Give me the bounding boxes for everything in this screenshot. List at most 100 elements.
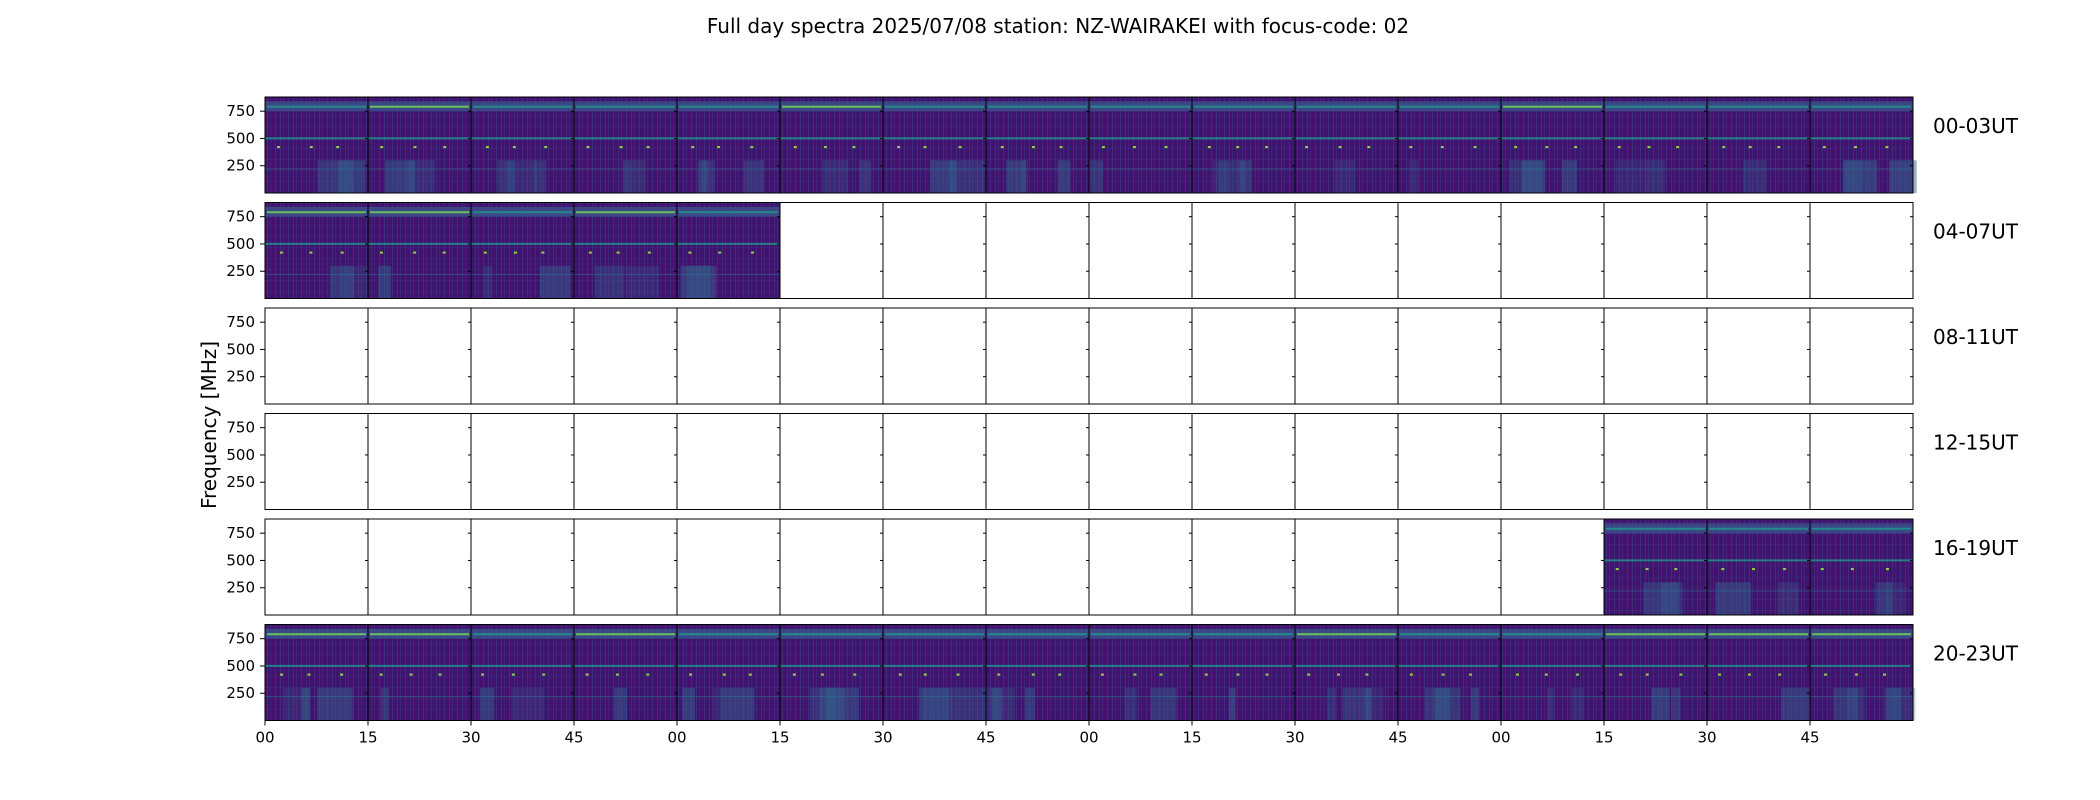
emission-line-500 (1398, 137, 1501, 140)
emission-line-800 (1091, 633, 1190, 636)
spectrum-segment (1809, 624, 1916, 721)
spectrum-segment (1809, 307, 1914, 405)
emission-line-200 (883, 695, 986, 697)
spectrum-segment (882, 307, 987, 405)
emission-dot (1058, 673, 1062, 676)
spectrum-segment (676, 96, 781, 194)
segment-frame (1809, 518, 1914, 616)
segment-frame (1706, 202, 1811, 299)
segment-frame (264, 413, 369, 510)
spectrum-segment (1088, 413, 1193, 510)
emission-dot (1544, 673, 1548, 676)
spectrum-segment (676, 624, 781, 721)
emission-dot (481, 673, 485, 676)
segment-frame (573, 307, 678, 405)
emission-dot (1850, 568, 1854, 571)
y-tick-label: 250 (226, 262, 255, 280)
emission-dot (1674, 568, 1678, 571)
emission-line-500 (1089, 664, 1192, 667)
spectrum-band (1885, 582, 1906, 615)
emission-line-500 (1295, 664, 1398, 667)
spectrum-band (697, 160, 708, 193)
emission-dot (379, 251, 383, 254)
segment-frame (1809, 96, 1914, 194)
emission-line-800 (1297, 633, 1396, 636)
spectrum-segment (779, 202, 884, 299)
spectrum-segment-noise (1604, 97, 1707, 193)
emission-dot (1822, 146, 1826, 149)
spectra-row: 250 500 750 16-19UT (226, 518, 2019, 616)
spectrum-band (483, 265, 493, 299)
emission-line-200 (1295, 168, 1398, 170)
emission-dot (820, 673, 824, 676)
spectrum-segment (264, 202, 369, 299)
spectrum-segment (985, 96, 1090, 194)
emission-dot (1265, 673, 1269, 676)
emission-dot (1721, 568, 1725, 571)
spectrum-segment (1603, 413, 1708, 510)
spectrum-segment (985, 413, 1090, 510)
segment-frame (470, 413, 575, 510)
spectrum-segment (367, 202, 472, 299)
emission-dot (898, 673, 902, 676)
emission-line-800 (679, 105, 778, 108)
emission-line-200 (1192, 695, 1295, 697)
emission-dot (1777, 146, 1781, 149)
emission-dot (1305, 146, 1309, 149)
spectrum-segment (264, 518, 369, 616)
spectrum-band (809, 687, 836, 721)
emission-line-500 (574, 137, 677, 140)
emission-line-500 (265, 242, 368, 245)
spectrum-band (1643, 582, 1679, 615)
spectrum-segment (779, 413, 884, 510)
emission-dot (1031, 673, 1035, 676)
emission-line-200 (677, 273, 780, 275)
spectrum-segment (1809, 413, 1914, 510)
spectrum-segment (1500, 518, 1605, 616)
emission-dot (1059, 146, 1063, 149)
spectrum-band (1228, 687, 1236, 721)
row-time-label: 04-07UT (1933, 220, 2019, 244)
spectrum-band (1615, 160, 1645, 193)
emission-line-800 (1606, 527, 1705, 530)
spectrum-segment-noise (471, 202, 574, 299)
spectrum-band (1508, 160, 1542, 193)
spectrum-segment-noise (265, 624, 368, 721)
emission-line-500 (780, 664, 883, 667)
emission-dot (958, 146, 962, 149)
spectrum-band (1057, 160, 1071, 193)
emission-line-200 (471, 168, 574, 170)
emission-dot (1748, 146, 1752, 149)
spectrum-segment (1809, 518, 1914, 616)
emission-line-800 (370, 211, 469, 214)
emission-dot (792, 673, 796, 676)
emission-line-800 (1709, 527, 1808, 530)
segment-frame (1294, 202, 1399, 299)
spectrum-band (1660, 582, 1683, 615)
segment-frame (1603, 307, 1708, 405)
spectrum-segment (573, 518, 678, 616)
spectrum-segment-noise (368, 202, 471, 299)
spectrum-band (380, 687, 390, 721)
emission-dot (1133, 673, 1137, 676)
emission-dot (1882, 673, 1886, 676)
emission-line-800 (370, 633, 469, 636)
emission-line-500 (677, 242, 780, 245)
spectrum-segment (1603, 96, 1708, 194)
emission-line-200 (1604, 168, 1707, 170)
spectrum-band (1089, 160, 1104, 193)
spectrum-band (1373, 687, 1384, 721)
emission-line-200 (265, 168, 368, 170)
emission-line-800 (782, 105, 881, 108)
emission-dot (1204, 673, 1208, 676)
emission-line-800 (473, 633, 572, 636)
spectrum-segment (1500, 413, 1605, 510)
emission-line-800 (1606, 105, 1705, 108)
spectrum-segment (264, 624, 369, 721)
segment-frame (1500, 307, 1605, 405)
emission-dot (309, 251, 313, 254)
emission-dot (513, 251, 517, 254)
spectrum-band (826, 687, 860, 721)
spectrum-segment (367, 518, 472, 616)
x-tick-label: 30 (873, 729, 892, 747)
